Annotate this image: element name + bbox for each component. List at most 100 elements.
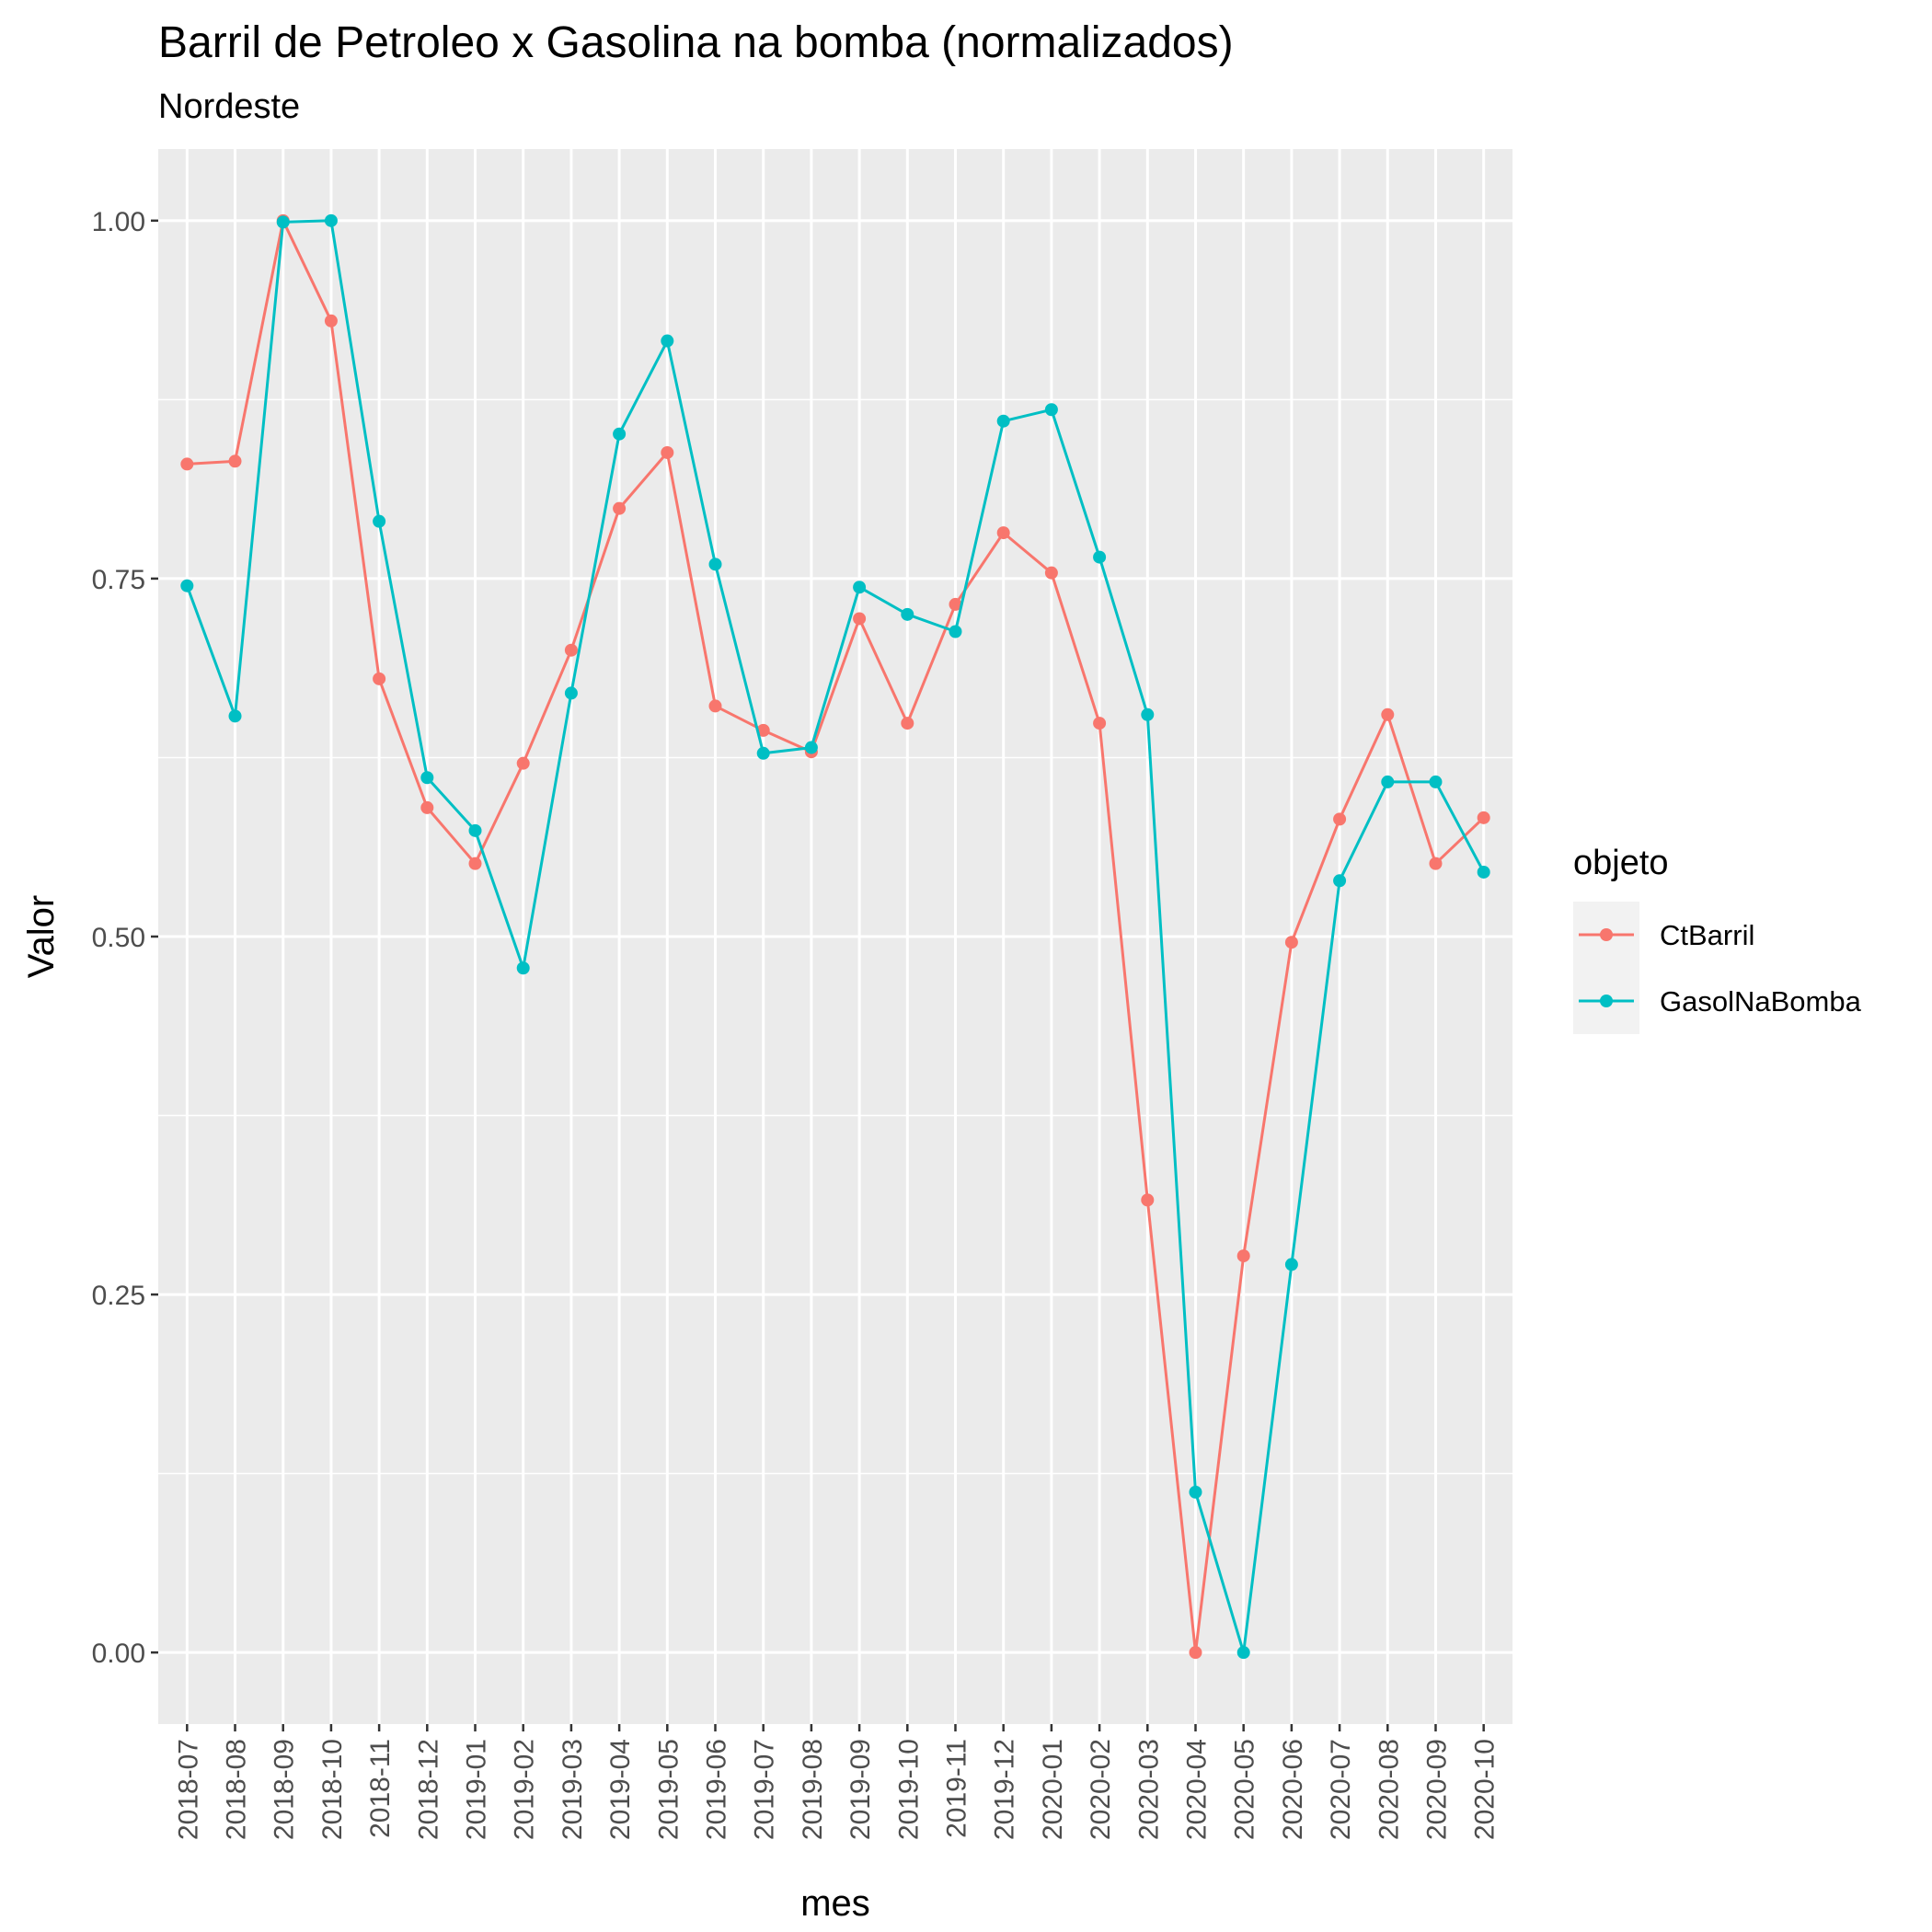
x-tick-label: 2018-07	[173, 1739, 203, 1840]
data-point-GasolNaBomba	[613, 427, 627, 441]
data-point-CtBarril	[901, 717, 914, 730]
x-tick-label: 2020-04	[1181, 1739, 1212, 1840]
x-tick-label: 2020-05	[1230, 1739, 1260, 1840]
data-point-GasolNaBomba	[324, 213, 338, 227]
data-point-CtBarril	[1141, 1193, 1155, 1207]
x-tick-label: 2019-08	[798, 1739, 828, 1840]
x-tick-label: 2018-10	[317, 1739, 348, 1840]
data-point-CtBarril	[228, 454, 242, 468]
x-tick-label: 2018-11	[365, 1739, 396, 1838]
x-tick-label: 2019-02	[510, 1739, 540, 1840]
data-point-GasolNaBomba	[373, 514, 386, 528]
x-tick-label: 2018-08	[222, 1739, 252, 1840]
data-point-GasolNaBomba	[1093, 550, 1107, 564]
data-point-CtBarril	[468, 857, 482, 870]
y-tick-label: 0.75	[92, 565, 145, 595]
data-point-CtBarril	[1093, 717, 1107, 730]
legend-label: GasolNaBomba	[1660, 985, 1862, 1018]
x-tick-label: 2020-02	[1086, 1739, 1116, 1840]
data-point-GasolNaBomba	[996, 414, 1010, 428]
x-tick-label: 2020-03	[1133, 1739, 1164, 1840]
chart-title: Barril de Petroleo x Gasolina na bomba (…	[158, 18, 1234, 67]
x-tick-label: 2019-03	[558, 1739, 588, 1840]
data-point-GasolNaBomba	[468, 823, 482, 837]
x-tick-label: 2019-04	[605, 1739, 636, 1840]
data-point-GasolNaBomba	[949, 625, 962, 638]
legend: objeto CtBarril GasolNaBomba	[1573, 844, 1862, 1034]
legend-key-point	[1600, 928, 1613, 941]
data-point-CtBarril	[324, 314, 338, 328]
data-point-CtBarril	[949, 597, 962, 611]
x-tick-label: 2019-11	[941, 1739, 972, 1838]
data-point-GasolNaBomba	[420, 771, 434, 785]
x-tick-label: 2020-06	[1278, 1739, 1308, 1840]
data-point-GasolNaBomba	[1236, 1646, 1250, 1660]
data-point-GasolNaBomba	[564, 686, 578, 700]
x-tick-label: 2019-06	[702, 1739, 732, 1840]
data-point-CtBarril	[613, 501, 627, 515]
x-tick-label: 2018-09	[270, 1739, 300, 1840]
data-point-CtBarril	[420, 800, 434, 814]
x-axis-title: mes	[800, 1883, 870, 1924]
data-point-GasolNaBomba	[1333, 874, 1347, 888]
data-point-CtBarril	[853, 612, 867, 626]
data-point-GasolNaBomba	[804, 741, 818, 754]
y-tick-label: 0.50	[92, 923, 145, 953]
x-tick-label: 2019-09	[845, 1739, 876, 1840]
x-tick-label: 2019-05	[653, 1739, 684, 1840]
data-point-CtBarril	[1333, 812, 1347, 826]
legend-title: objeto	[1573, 844, 1669, 882]
data-point-GasolNaBomba	[1141, 707, 1155, 721]
data-point-CtBarril	[516, 756, 530, 770]
y-tick-label: 1.00	[92, 207, 145, 237]
data-point-CtBarril	[661, 445, 674, 459]
axis-ticks	[151, 219, 1485, 1731]
data-point-CtBarril	[1429, 857, 1443, 870]
data-point-GasolNaBomba	[1429, 775, 1443, 788]
y-tick-label: 0.25	[92, 1281, 145, 1311]
y-tick-label: 0.00	[92, 1639, 145, 1669]
data-point-GasolNaBomba	[1477, 865, 1490, 879]
data-point-CtBarril	[1477, 811, 1490, 824]
grid-major	[158, 149, 1512, 1724]
data-point-GasolNaBomba	[180, 579, 194, 592]
data-point-CtBarril	[756, 723, 770, 737]
x-tick-label: 2020-01	[1038, 1739, 1068, 1840]
data-point-GasolNaBomba	[228, 709, 242, 723]
data-point-CtBarril	[708, 699, 722, 713]
data-point-CtBarril	[1189, 1646, 1202, 1660]
legend-key-point	[1600, 995, 1613, 1007]
x-tick-label: 2020-07	[1326, 1739, 1356, 1840]
data-point-CtBarril	[1044, 566, 1058, 580]
x-tick-label: 2019-07	[750, 1739, 780, 1840]
data-point-CtBarril	[180, 457, 194, 471]
data-point-GasolNaBomba	[276, 215, 290, 229]
x-tick-label: 2019-01	[462, 1739, 492, 1840]
data-point-CtBarril	[1284, 936, 1298, 949]
y-tick-labels: 0.00 0.25 0.50 0.75 1.00	[92, 207, 145, 1669]
legend-key-background	[1573, 902, 1639, 1034]
data-point-GasolNaBomba	[901, 607, 914, 621]
x-tick-label: 2018-12	[413, 1739, 443, 1840]
data-point-GasolNaBomba	[1189, 1485, 1202, 1499]
x-tick-label: 2020-10	[1470, 1739, 1501, 1840]
data-point-GasolNaBomba	[756, 746, 770, 760]
y-axis-title: Valor	[21, 895, 62, 978]
data-point-GasolNaBomba	[853, 581, 867, 594]
data-point-GasolNaBomba	[1381, 775, 1395, 788]
data-point-GasolNaBomba	[708, 558, 722, 571]
series-layer	[180, 213, 1490, 1660]
series-line-CtBarril	[187, 219, 1485, 1654]
x-tick-label: 2019-10	[893, 1739, 924, 1840]
data-point-CtBarril	[564, 643, 578, 657]
series-line-GasolNaBomba	[185, 219, 1486, 1654]
chart-subtitle: Nordeste	[158, 87, 300, 126]
legend-label: CtBarril	[1660, 919, 1754, 951]
data-point-GasolNaBomba	[1044, 403, 1058, 417]
data-point-GasolNaBomba	[1284, 1258, 1298, 1271]
x-tick-labels: 2018-07 2018-08 2018-09 2018-10 2018-11 2018-…	[173, 1739, 1500, 1840]
x-tick-label: 2020-08	[1374, 1739, 1404, 1840]
data-point-GasolNaBomba	[661, 334, 674, 348]
data-point-CtBarril	[1381, 707, 1395, 721]
